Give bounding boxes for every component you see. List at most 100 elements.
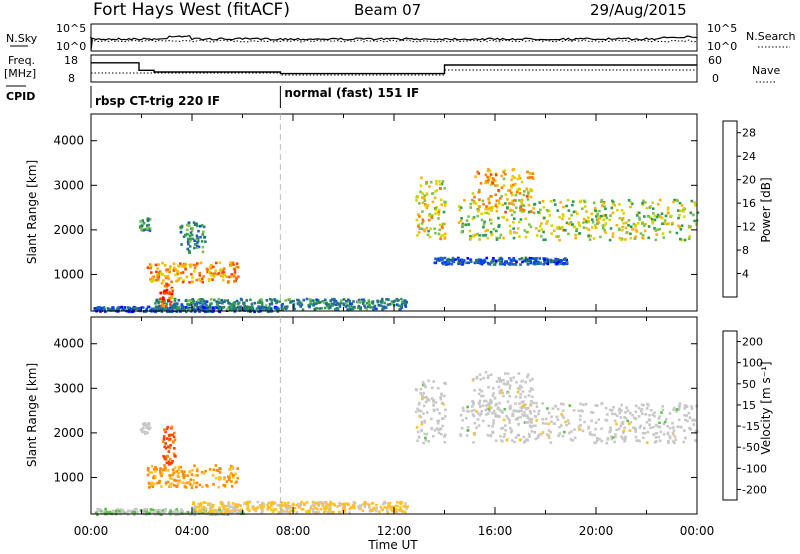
scatter-cell <box>141 219 145 222</box>
scatter-cell <box>495 209 499 213</box>
scatter-cell <box>424 203 427 206</box>
scatter-cell <box>478 198 481 201</box>
scatter-cell <box>397 304 400 308</box>
nave-tick-bottom: 0 <box>712 72 719 85</box>
scatter-cell <box>172 435 176 439</box>
scatter-cell <box>653 218 657 222</box>
scatter-cell <box>693 204 697 207</box>
scatter-cell <box>195 505 198 509</box>
scatter-cell <box>214 508 217 512</box>
colorbar-tick-label: 12 <box>742 221 756 234</box>
scatter-cell <box>647 404 650 407</box>
scatter-cell <box>363 299 366 303</box>
scatter-cell <box>484 371 488 374</box>
scatter-cell <box>94 511 98 515</box>
scatter-cell <box>217 272 221 275</box>
scatter-cell <box>443 204 447 207</box>
scatter-cell <box>232 301 236 305</box>
scatter-cell <box>368 304 371 307</box>
scatter-cell <box>318 301 322 304</box>
scatter-cell <box>175 508 179 511</box>
scatter-cell <box>502 236 505 240</box>
scatter-cell <box>159 291 162 295</box>
scatter-cell <box>332 298 336 302</box>
scatter-cell <box>486 175 489 179</box>
scatter-cell <box>665 222 669 226</box>
scatter-cell <box>151 508 155 512</box>
scatter-cell <box>511 209 515 212</box>
scatter-cell <box>490 209 493 212</box>
scatter-cell <box>661 222 664 226</box>
scatter-cell <box>666 431 670 435</box>
scatter-cell <box>172 471 176 474</box>
scatter-cell <box>667 222 671 225</box>
scatter-cell <box>222 267 226 270</box>
scatter-cell <box>258 301 262 304</box>
scatter-cell <box>472 234 476 238</box>
scatter-cell <box>646 214 650 218</box>
scatter-cell <box>189 483 192 486</box>
scatter-cell <box>357 301 360 304</box>
scatter-cell <box>279 503 282 507</box>
scatter-cell <box>200 470 204 474</box>
scatter-cell <box>579 200 582 203</box>
scatter-cell <box>367 299 371 302</box>
scatter-cell <box>444 260 447 264</box>
scatter-cell <box>553 229 556 233</box>
scatter-cell <box>510 202 514 205</box>
scatter-cell <box>574 233 577 237</box>
scatter-cell <box>417 409 421 412</box>
scatter-cell <box>529 225 533 229</box>
time-axis-label: Time UT <box>367 538 418 552</box>
scatter-cell <box>392 300 395 303</box>
scatter-cell <box>516 416 520 420</box>
scatter-cell <box>126 306 130 309</box>
scatter-cell <box>531 424 535 428</box>
scatter-cell <box>482 419 485 423</box>
scatter-cell <box>169 300 173 304</box>
scatter-cell <box>512 203 515 206</box>
scatter-cell <box>298 301 301 304</box>
scatter-cell <box>146 266 150 269</box>
scatter-cell <box>349 304 353 307</box>
scatter-cell <box>684 436 687 440</box>
scatter-cell <box>188 281 191 284</box>
scatter-cell <box>170 296 174 299</box>
scatter-cell <box>655 233 659 236</box>
scatter-cell <box>524 380 527 384</box>
scatter-cell <box>200 502 203 505</box>
scatter-cell <box>317 301 321 305</box>
scatter-cell <box>500 195 503 198</box>
scatter-cell <box>500 439 503 442</box>
scatter-cell <box>209 298 213 301</box>
scatter-cell <box>551 259 555 263</box>
scatter-cell <box>511 193 514 197</box>
scatter-cell <box>189 231 193 234</box>
x-tick-label: 20:00 <box>579 524 614 538</box>
scatter-cell <box>430 426 433 430</box>
scatter-cell <box>342 302 345 305</box>
scatter-cell <box>193 246 196 250</box>
scatter-cell <box>522 193 526 197</box>
scatter-cell <box>383 502 387 505</box>
scatter-cell <box>634 404 638 408</box>
scatter-cell <box>112 308 116 311</box>
scatter-cell <box>150 481 154 484</box>
scatter-cell <box>584 402 588 406</box>
scatter-cell <box>620 209 624 212</box>
scatter-cell <box>163 292 166 295</box>
scatter-cell <box>588 238 592 241</box>
scatter-cell <box>435 179 438 183</box>
scatter-cell <box>324 302 328 306</box>
scatter-cell <box>172 511 175 515</box>
scatter-cell <box>465 261 468 265</box>
scatter-cell <box>645 441 649 444</box>
scatter-cell <box>352 305 356 309</box>
scatter-cell <box>604 406 608 410</box>
scatter-cell <box>461 263 464 266</box>
scatter-cell <box>344 302 348 305</box>
scatter-cell <box>437 431 441 435</box>
scatter-cell <box>512 257 516 260</box>
scatter-cell <box>435 189 439 192</box>
scatter-cell <box>154 263 158 267</box>
